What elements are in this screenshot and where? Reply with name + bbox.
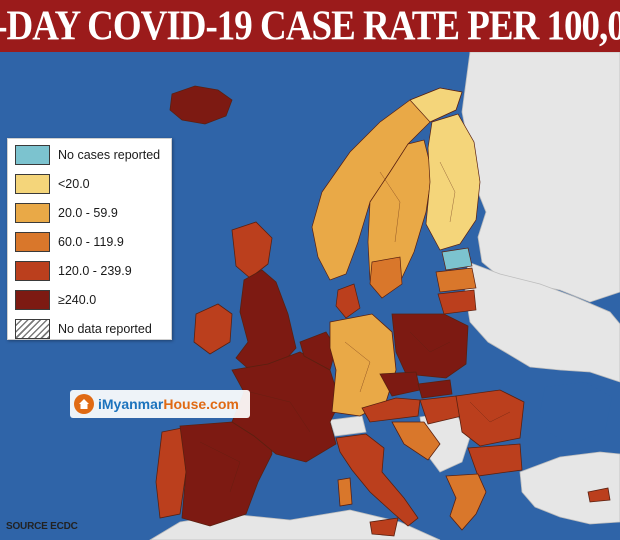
legend-label: 20.0 - 59.9 (58, 205, 118, 220)
latvia (435, 267, 477, 293)
legend-swatch (15, 231, 50, 252)
portugal (155, 427, 187, 519)
watermark-text: iMyanmarHouse.com (98, 396, 239, 412)
black-sea (540, 382, 612, 444)
sweden (367, 139, 433, 299)
page-title: 14-DAY COVID-19 CASE RATE PER 100,000 (0, 2, 620, 50)
legend-swatch (15, 289, 50, 310)
norway-north (409, 87, 463, 123)
cyprus (587, 487, 611, 503)
baltics (435, 247, 477, 315)
lithuania (437, 289, 477, 315)
title-banner: 14-DAY COVID-19 CASE RATE PER 100,000 (0, 0, 620, 52)
legend-label: 60.0 - 119.9 (58, 234, 124, 249)
europe-map (0, 52, 620, 540)
region-borders (199, 161, 511, 493)
nordics (311, 87, 481, 319)
sicily (369, 517, 399, 537)
legend-label: 120.0 - 239.9 (58, 263, 132, 278)
sweden-south (369, 256, 403, 299)
poland (391, 313, 469, 379)
belarus-ukraine (464, 261, 620, 383)
ireland (193, 303, 233, 355)
slovenia-croatia (391, 421, 441, 461)
legend-swatch (15, 144, 50, 165)
uk-scotland (231, 221, 273, 279)
sardinia (337, 477, 353, 507)
russia (461, 52, 620, 303)
legend-swatch (15, 260, 50, 281)
denmark (335, 283, 361, 319)
legend-swatch-hatched (15, 318, 50, 339)
switzerland (329, 415, 367, 437)
watermark-logo: iMyanmarHouse.com (70, 390, 250, 418)
greece (445, 473, 487, 531)
legend-label: ≥240.0 (58, 292, 97, 307)
legend-swatch (15, 202, 50, 223)
source-credit: SOURCE ECDC (6, 521, 78, 532)
british-isles (193, 221, 297, 373)
legend-row-lt20: <20.0 (8, 170, 171, 197)
non-eu-land (149, 52, 620, 540)
continent (155, 313, 611, 537)
legend-label: No data reported (58, 321, 152, 336)
legend-row-20-59: 20.0 - 59.9 (8, 199, 171, 226)
legend-row-120-239: 120.0 - 239.9 (8, 257, 171, 284)
finland (425, 113, 481, 251)
estonia (441, 247, 473, 271)
iceland (169, 85, 233, 125)
legend-swatch (15, 173, 50, 194)
france (231, 351, 341, 463)
house-icon (74, 394, 94, 414)
legend-row-no-data: No data reported (8, 315, 171, 342)
legend-row-60-119: 60.0 - 119.9 (8, 228, 171, 255)
italy (335, 433, 419, 527)
watermark-part1: iMyanmar (98, 396, 164, 412)
bulgaria (467, 443, 523, 477)
legend-label: No cases reported (58, 147, 161, 162)
legend-row-ge240: ≥240.0 (8, 286, 171, 313)
map-legend: No cases reported <20.0 20.0 - 59.9 60.0… (7, 138, 172, 340)
legend-label: <20.0 (58, 176, 90, 191)
romania (455, 389, 525, 447)
austria (361, 397, 421, 423)
turkey (519, 451, 620, 525)
slovakia (417, 379, 453, 399)
watermark-part2: House.com (163, 396, 239, 412)
legend-row-no-cases: No cases reported (8, 141, 171, 168)
